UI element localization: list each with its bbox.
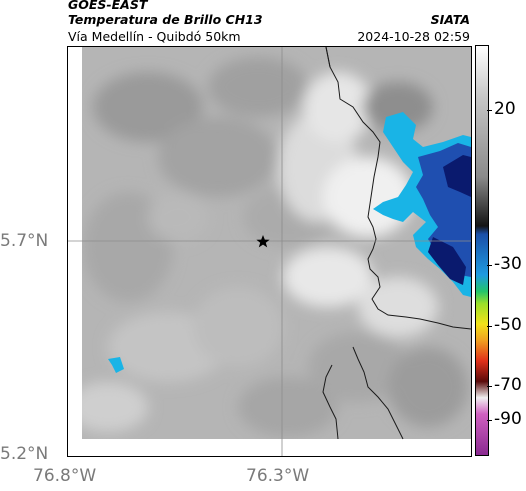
colorbar-tick xyxy=(487,326,492,327)
colorbar-tick xyxy=(487,420,492,421)
lat-label-5-2: 5.2°N xyxy=(0,444,49,464)
lon-label-76-3: 76.3°W xyxy=(246,466,310,486)
timestamp: 2024-10-28 02:59 xyxy=(357,29,470,44)
colorbar-tick xyxy=(487,110,492,111)
colorbar-gradient xyxy=(476,46,488,455)
colorbar-label-minus90: -90 xyxy=(494,409,522,429)
colorbar-label-minus70: -70 xyxy=(494,375,522,395)
lon-label-76-8: 76.8°W xyxy=(33,466,97,486)
star-marker-icon xyxy=(256,235,270,248)
map-canvas xyxy=(68,47,471,456)
satellite-map[interactable] xyxy=(67,46,472,457)
region-subtitle: Vía Medellín - Quibdó 50km xyxy=(68,29,241,44)
product-title: Temperatura de Brillo CH13 xyxy=(68,12,263,27)
colorbar-label-minus30: -30 xyxy=(494,254,522,274)
cold-cloud-top xyxy=(108,112,471,373)
colorbar-label-minus50: -50 xyxy=(494,315,522,335)
colorbar-label-20: 20 xyxy=(494,99,516,119)
border-lines xyxy=(322,47,471,440)
colorbar xyxy=(475,45,489,456)
gridlines xyxy=(68,47,471,456)
colorbar-tick xyxy=(487,386,492,387)
cloud-raster xyxy=(68,47,471,456)
colorbar-tick xyxy=(487,265,492,266)
satellite-title: GOES-EAST xyxy=(68,0,148,12)
source-label: SIATA xyxy=(430,12,470,27)
lat-label-5-7: 5.7°N xyxy=(0,231,49,251)
